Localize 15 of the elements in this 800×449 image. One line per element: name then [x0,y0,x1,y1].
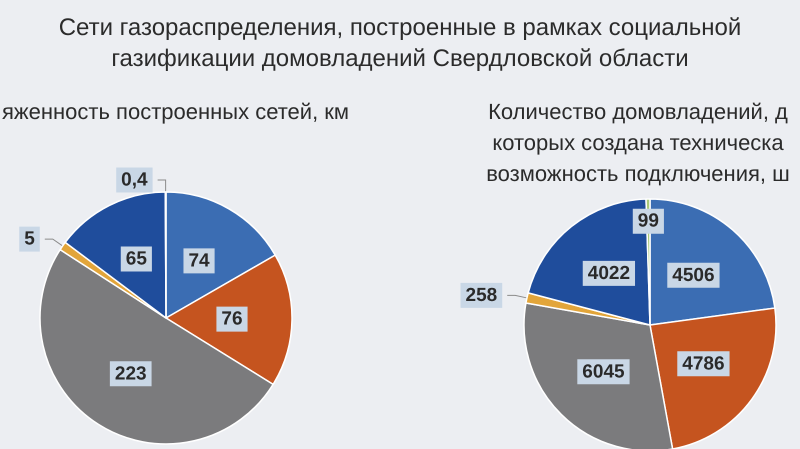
data-label: 258 [466,284,498,306]
data-label: 74 [188,250,210,272]
data-label: 4506 [672,264,715,286]
data-label: 4786 [682,353,725,374]
data-label: 65 [126,248,148,270]
data-label: 6045 [582,361,626,382]
data-label: 76 [221,308,243,330]
data-label: 5 [24,228,36,250]
chart-title: Количество домовладений, д которых создана техническа возможность подключения, ш [485,98,791,188]
chart-subtitle: яженность построенных сетей, км [2,98,350,126]
data-label: 99 [638,210,659,232]
data-label: 4022 [588,262,630,284]
data-label: 0,4 [121,170,148,190]
data-label: 223 [114,363,147,384]
text: Сети газораспределения, построенные в рамках социальной газификации домовладений Свердловской области [58,13,742,74]
